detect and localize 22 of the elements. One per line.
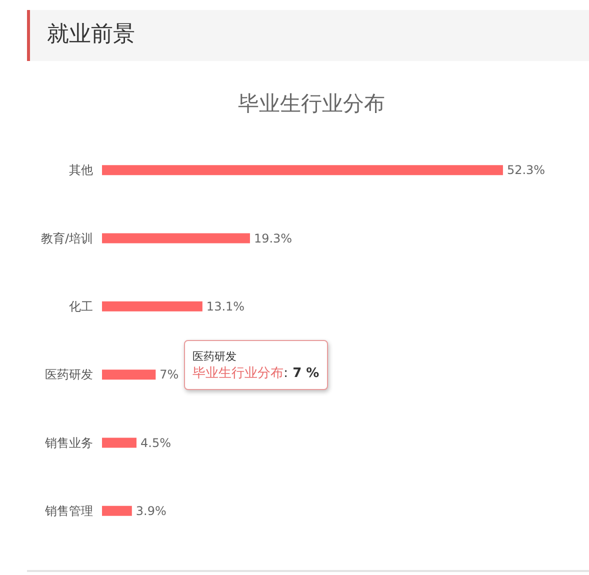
data-label: 4.5% [140, 436, 171, 450]
data-label: 13.1% [206, 299, 245, 314]
data-label: 52.3% [506, 163, 546, 178]
data-label: 7% [160, 368, 179, 382]
bar [102, 438, 136, 448]
chart-title: 就业前景 [47, 21, 135, 49]
y-tick-label: 化工 [69, 299, 93, 314]
y-tick-label: 销售业务 [44, 436, 93, 450]
y-tick-label: 其他 [69, 163, 93, 178]
bar [102, 506, 132, 516]
chart-subtitle: 毕业生行业分布 [238, 92, 385, 116]
y-tick-label: 医药研发 [45, 368, 93, 382]
y-tick-label: 销售管理 [44, 504, 93, 518]
data-label: 19.3% [254, 231, 292, 246]
y-tick-label: 教育/培训 [40, 231, 93, 246]
annotation: 毕业生行业分布: 7 % [192, 366, 320, 381]
bar [102, 165, 503, 176]
bar [102, 370, 156, 380]
annotation: 医药研发 [192, 348, 238, 365]
bar [102, 233, 250, 244]
data-label: 3.9% [136, 504, 166, 518]
bar [102, 301, 202, 312]
